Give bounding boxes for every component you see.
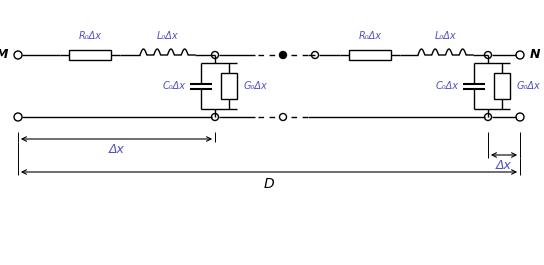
Circle shape <box>280 51 287 59</box>
Bar <box>221 73 237 99</box>
Text: Δx: Δx <box>109 143 125 156</box>
Text: D: D <box>264 177 274 191</box>
Text: R₀Δx: R₀Δx <box>78 31 102 41</box>
Bar <box>349 50 391 60</box>
Bar <box>494 73 510 99</box>
Text: G₀Δx: G₀Δx <box>244 81 268 91</box>
Bar <box>69 50 111 60</box>
Text: L₀Δx: L₀Δx <box>157 31 178 41</box>
Text: G₀Δx: G₀Δx <box>517 81 541 91</box>
Text: C₀Δx: C₀Δx <box>163 81 186 91</box>
Text: Δx: Δx <box>496 159 512 172</box>
Text: L₀Δx: L₀Δx <box>435 31 456 41</box>
Text: R₀Δx: R₀Δx <box>358 31 381 41</box>
Text: N: N <box>530 48 541 61</box>
Text: M: M <box>0 48 8 61</box>
Text: C₀Δx: C₀Δx <box>436 81 459 91</box>
